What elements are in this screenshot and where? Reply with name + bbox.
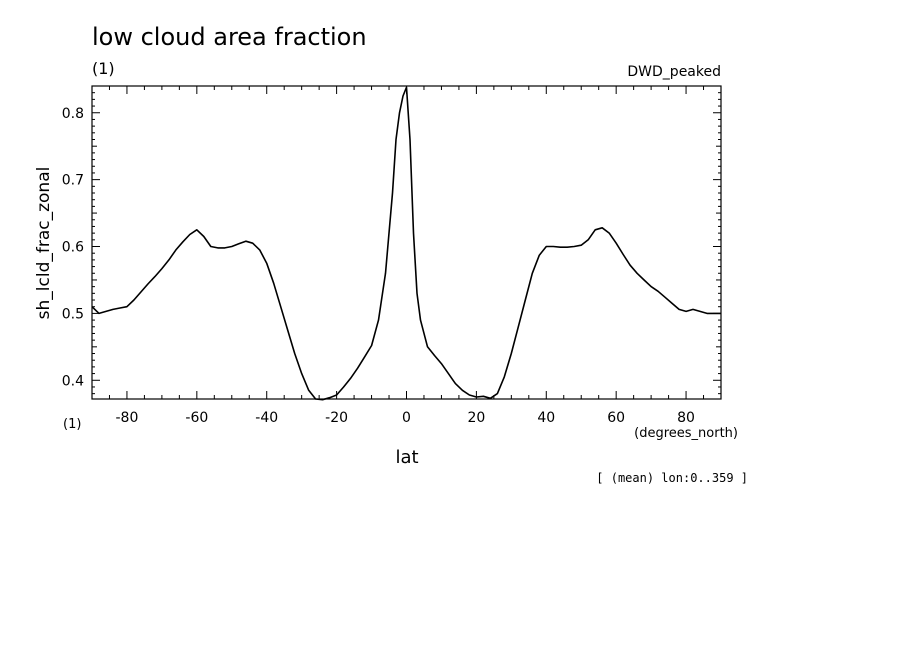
chart-title: low cloud area fraction (92, 23, 367, 51)
x-tick-label: -20 (325, 410, 348, 426)
dimension-note: [ (mean) lon:0..359 ] (596, 471, 748, 485)
series-line (91, 86, 721, 401)
x-tick-label: 20 (467, 410, 485, 426)
x-tick-label: 40 (537, 410, 555, 426)
x-axis-label: lat (395, 447, 418, 468)
minor-ticks (91, 85, 722, 399)
x-tick-label: -80 (116, 410, 139, 426)
x-tick-label: 60 (607, 410, 625, 426)
plot-area: -80 -60 -40 -20 0 20 40 60 80 0.4 0.5 0.6 0.7 0.8 (62, 85, 722, 426)
y-tick-label: 0.7 (62, 173, 84, 189)
x-tick-label: -40 (255, 410, 278, 426)
y-tick-label: 0.8 (62, 106, 84, 122)
y-axis-units: (1) (63, 417, 81, 432)
title-units: (1) (92, 59, 115, 78)
y-tick-label: 0.5 (62, 306, 84, 322)
model-name: DWD_peaked (627, 64, 721, 80)
y-tick-label: 0.4 (62, 373, 84, 389)
x-tick-label: 80 (677, 410, 695, 426)
y-axis-label: sh_lcld_frac_zonal (34, 167, 54, 320)
x-tick-label: -60 (185, 410, 208, 426)
x-axis-units: (degrees_north) (634, 426, 738, 441)
x-axis-ticks: -80 -60 -40 -20 0 20 40 60 80 (116, 86, 695, 426)
x-tick-label: 0 (402, 410, 411, 426)
y-tick-label: 0.6 (62, 240, 84, 256)
